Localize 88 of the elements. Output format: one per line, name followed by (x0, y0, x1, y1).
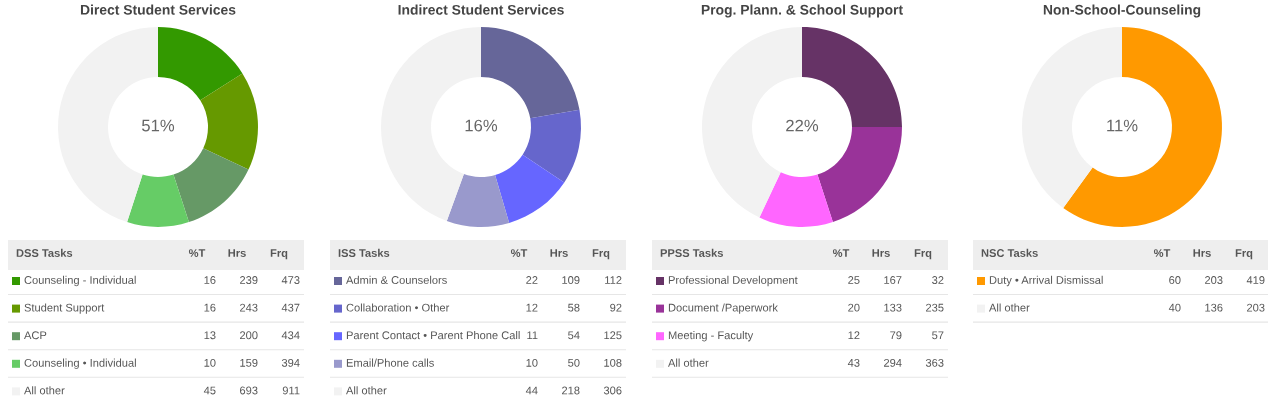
text: 58 (568, 303, 580, 312)
text: 243 (240, 303, 258, 312)
text: 235 (926, 303, 944, 312)
text: 363 (925, 358, 944, 367)
legend-label: Meeting - Faculty (668, 331, 754, 342)
chart-title: Direct Student Services (80, 4, 236, 15)
text: 16% (465, 119, 498, 132)
text: %T (510, 249, 528, 257)
text: 22% (786, 119, 819, 132)
data-label: 16 (204, 303, 216, 312)
data-label: 11 (527, 331, 538, 340)
legend-label: Student Support (24, 303, 105, 314)
text: 419 (1246, 276, 1265, 284)
data-label: 10 (204, 358, 216, 367)
legend-label: Professional Development (668, 275, 798, 287)
text: 167 (884, 276, 902, 284)
text: 11% (1107, 119, 1138, 132)
data-label: 13 (204, 331, 216, 340)
text: 473 (281, 276, 300, 284)
text: Hrs (1193, 249, 1211, 257)
legend-label: Email/Phone calls (346, 358, 434, 367)
text: 239 (240, 276, 258, 284)
legend-label: All other (346, 386, 387, 395)
data-label: 20 (848, 303, 860, 312)
text: ISS Tasks (338, 248, 390, 257)
data-label: 45 (203, 386, 216, 395)
text: 200 (240, 331, 258, 340)
text: 92 (610, 303, 622, 312)
text: Frq (270, 249, 288, 260)
data-label: 12 (526, 303, 538, 312)
text: %T (1153, 249, 1171, 257)
text: Frq (592, 249, 610, 260)
legend-label: All other (24, 386, 65, 395)
chart-title: Prog. Plann. & School Support (701, 4, 903, 18)
text: DSS Tasks (16, 248, 73, 257)
text: 50 (568, 358, 580, 367)
legend-label: Counseling - Individual (24, 275, 136, 287)
text: 437 (281, 303, 300, 312)
text: 54 (568, 331, 580, 340)
data-label: 40 (1168, 303, 1181, 312)
text: 108 (604, 358, 622, 367)
chart-title: Non-School-Counseling (1043, 4, 1201, 18)
text: 203 (1205, 276, 1223, 284)
text: 203 (1247, 303, 1265, 312)
text: Hrs (228, 249, 246, 257)
text: Hrs (550, 249, 568, 257)
text: Frq (1235, 249, 1253, 260)
data-label: 10 (526, 358, 538, 367)
text: NSC Tasks (981, 248, 1038, 257)
data-label: 12 (848, 331, 860, 340)
text: 136 (1205, 303, 1223, 312)
data-label: 43 (847, 358, 860, 367)
text: 112 (605, 276, 622, 284)
text: Frq (914, 249, 932, 260)
text: 218 (562, 386, 580, 395)
data-label: 25 (848, 276, 860, 284)
text: Hrs (872, 249, 890, 257)
text: 79 (890, 331, 902, 340)
text: 294 (884, 358, 902, 367)
text: %T (832, 249, 850, 257)
text: 306 (603, 386, 622, 395)
text: 57 (932, 331, 944, 340)
data-label: 60 (1169, 276, 1181, 284)
text: 693 (240, 386, 258, 395)
text: %T (188, 249, 206, 257)
text: 125 (604, 331, 622, 340)
legend-label: All other (989, 303, 1030, 312)
legend-label: Collaboration • Other (346, 303, 450, 312)
chart-title: Indirect Student Services (398, 4, 564, 15)
legend-label: Admin & Counselors (346, 275, 447, 284)
legend-label: Document /Paperwork (668, 303, 778, 314)
text: PPSS Tasks (660, 248, 723, 257)
text: 434 (281, 331, 300, 340)
text: 133 (884, 303, 902, 312)
text: 394 (281, 358, 300, 367)
data-label: 44 (525, 386, 538, 395)
legend-label: ACP (24, 331, 47, 340)
legend-label: Duty • Arrival Dismissal (989, 275, 1103, 287)
text: 51% (141, 119, 175, 132)
text: 32 (932, 276, 944, 284)
legend-label: Parent Contact • Parent Phone Call (346, 331, 520, 340)
text: 159 (240, 358, 258, 367)
data-label: 22 (526, 276, 538, 284)
legend-label: All other (668, 358, 709, 367)
legend-label: Counseling • Individual (24, 358, 136, 369)
text: 109 (562, 276, 580, 284)
text: 911 (282, 386, 300, 395)
data-label: 16 (204, 276, 216, 284)
